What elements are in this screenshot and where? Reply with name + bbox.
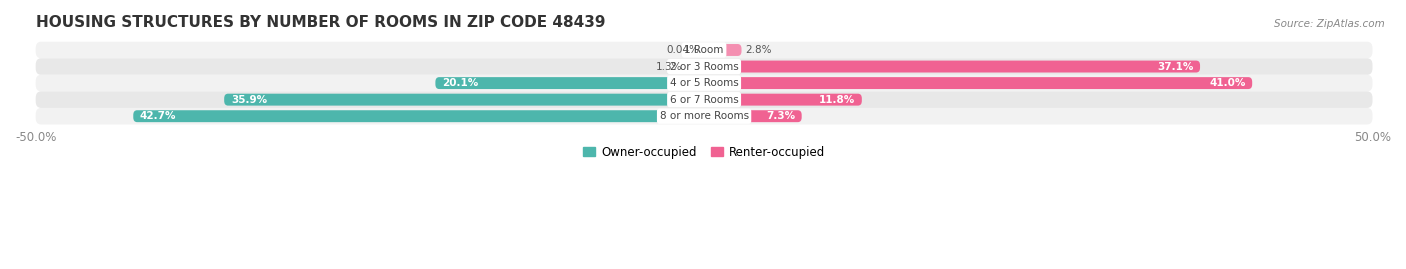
- FancyBboxPatch shape: [704, 44, 741, 56]
- Text: 37.1%: 37.1%: [1157, 62, 1194, 72]
- Text: 35.9%: 35.9%: [231, 95, 267, 105]
- Text: 1 Room: 1 Room: [685, 45, 724, 55]
- FancyBboxPatch shape: [436, 77, 704, 89]
- FancyBboxPatch shape: [134, 110, 704, 122]
- Text: 4 or 5 Rooms: 4 or 5 Rooms: [669, 78, 738, 88]
- Text: 2.8%: 2.8%: [745, 45, 772, 55]
- FancyBboxPatch shape: [224, 94, 704, 106]
- Text: 6 or 7 Rooms: 6 or 7 Rooms: [669, 95, 738, 105]
- FancyBboxPatch shape: [35, 58, 1372, 75]
- Text: 2 or 3 Rooms: 2 or 3 Rooms: [669, 62, 738, 72]
- Text: 8 or more Rooms: 8 or more Rooms: [659, 111, 748, 121]
- Text: 7.3%: 7.3%: [766, 111, 794, 121]
- Text: 0.04%: 0.04%: [666, 45, 700, 55]
- Text: 20.1%: 20.1%: [441, 78, 478, 88]
- FancyBboxPatch shape: [704, 77, 1253, 89]
- FancyBboxPatch shape: [35, 91, 1372, 108]
- Text: Source: ZipAtlas.com: Source: ZipAtlas.com: [1274, 19, 1385, 29]
- Text: 41.0%: 41.0%: [1209, 78, 1246, 88]
- FancyBboxPatch shape: [686, 61, 704, 73]
- FancyBboxPatch shape: [704, 94, 862, 106]
- Text: 11.8%: 11.8%: [818, 95, 855, 105]
- Text: 1.3%: 1.3%: [657, 62, 683, 72]
- FancyBboxPatch shape: [35, 108, 1372, 125]
- Text: HOUSING STRUCTURES BY NUMBER OF ROOMS IN ZIP CODE 48439: HOUSING STRUCTURES BY NUMBER OF ROOMS IN…: [35, 15, 605, 30]
- FancyBboxPatch shape: [35, 75, 1372, 91]
- FancyBboxPatch shape: [704, 110, 801, 122]
- FancyBboxPatch shape: [35, 42, 1372, 58]
- Legend: Owner-occupied, Renter-occupied: Owner-occupied, Renter-occupied: [579, 141, 830, 163]
- Text: 42.7%: 42.7%: [141, 111, 177, 121]
- FancyBboxPatch shape: [704, 61, 1201, 73]
